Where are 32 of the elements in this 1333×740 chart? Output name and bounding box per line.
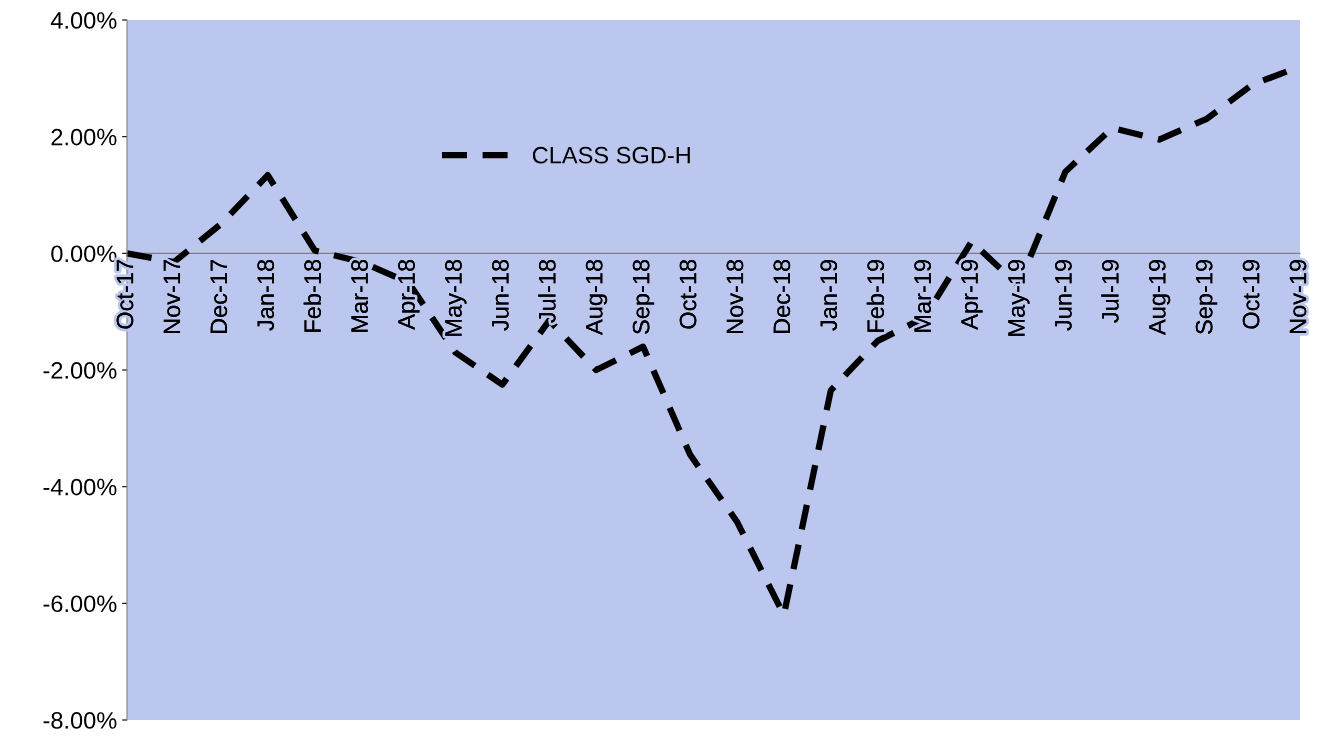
x-tick-label: Nov-18 [726, 259, 744, 334]
x-tick-label: Sep-18 [632, 259, 655, 334]
x-tick-label: May-18 [445, 259, 467, 336]
legend-label: CLASS SGD-H [532, 146, 690, 164]
x-tick-label: Mar-18 [351, 259, 368, 332]
x-tick-label: Jan-18 [257, 259, 275, 331]
x-tick-label: Nov-19 [1289, 260, 1307, 334]
x-tick-label: Jan-19 [820, 260, 838, 331]
y-tick-label: -4.00% [43, 478, 117, 496]
x-tick-label: Sep-19 [1195, 260, 1218, 334]
x-tick-label: Oct-18 [679, 259, 697, 329]
x-tick-label: Feb-19 [866, 260, 885, 332]
x-tick-label: Aug-19 [1148, 260, 1171, 335]
x-tick-label: Nov-17 [163, 260, 181, 334]
y-tick-label: 4.00% [50, 12, 117, 29]
x-tick-label: Feb-18 [303, 259, 322, 332]
y-tick-label: -8.00% [43, 712, 117, 729]
y-tick-label: -6.00% [43, 595, 117, 613]
y-tick-label: 0.00% [51, 245, 117, 263]
x-tick-label: Dec-18 [773, 259, 791, 334]
x-tick-label: Oct-19 [1242, 260, 1260, 329]
y-tick-label: -2.00% [43, 362, 117, 379]
x-tick-label: Oct-17 [116, 260, 134, 329]
x-tick-label: Jun-18 [491, 259, 509, 331]
x-tick-label: Apr-19 [961, 260, 983, 330]
x-tick-label: Aug-18 [585, 259, 608, 335]
x-tick-label: Apr-18 [398, 259, 420, 330]
x-tick-label: Dec-17 [210, 260, 228, 334]
x-tick-label: Jul-18 [538, 259, 556, 323]
y-tick-label: 2.00% [51, 128, 117, 146]
x-tick-label: Jul-19 [1101, 260, 1119, 323]
x-tick-label: Jun-19 [1055, 260, 1072, 331]
